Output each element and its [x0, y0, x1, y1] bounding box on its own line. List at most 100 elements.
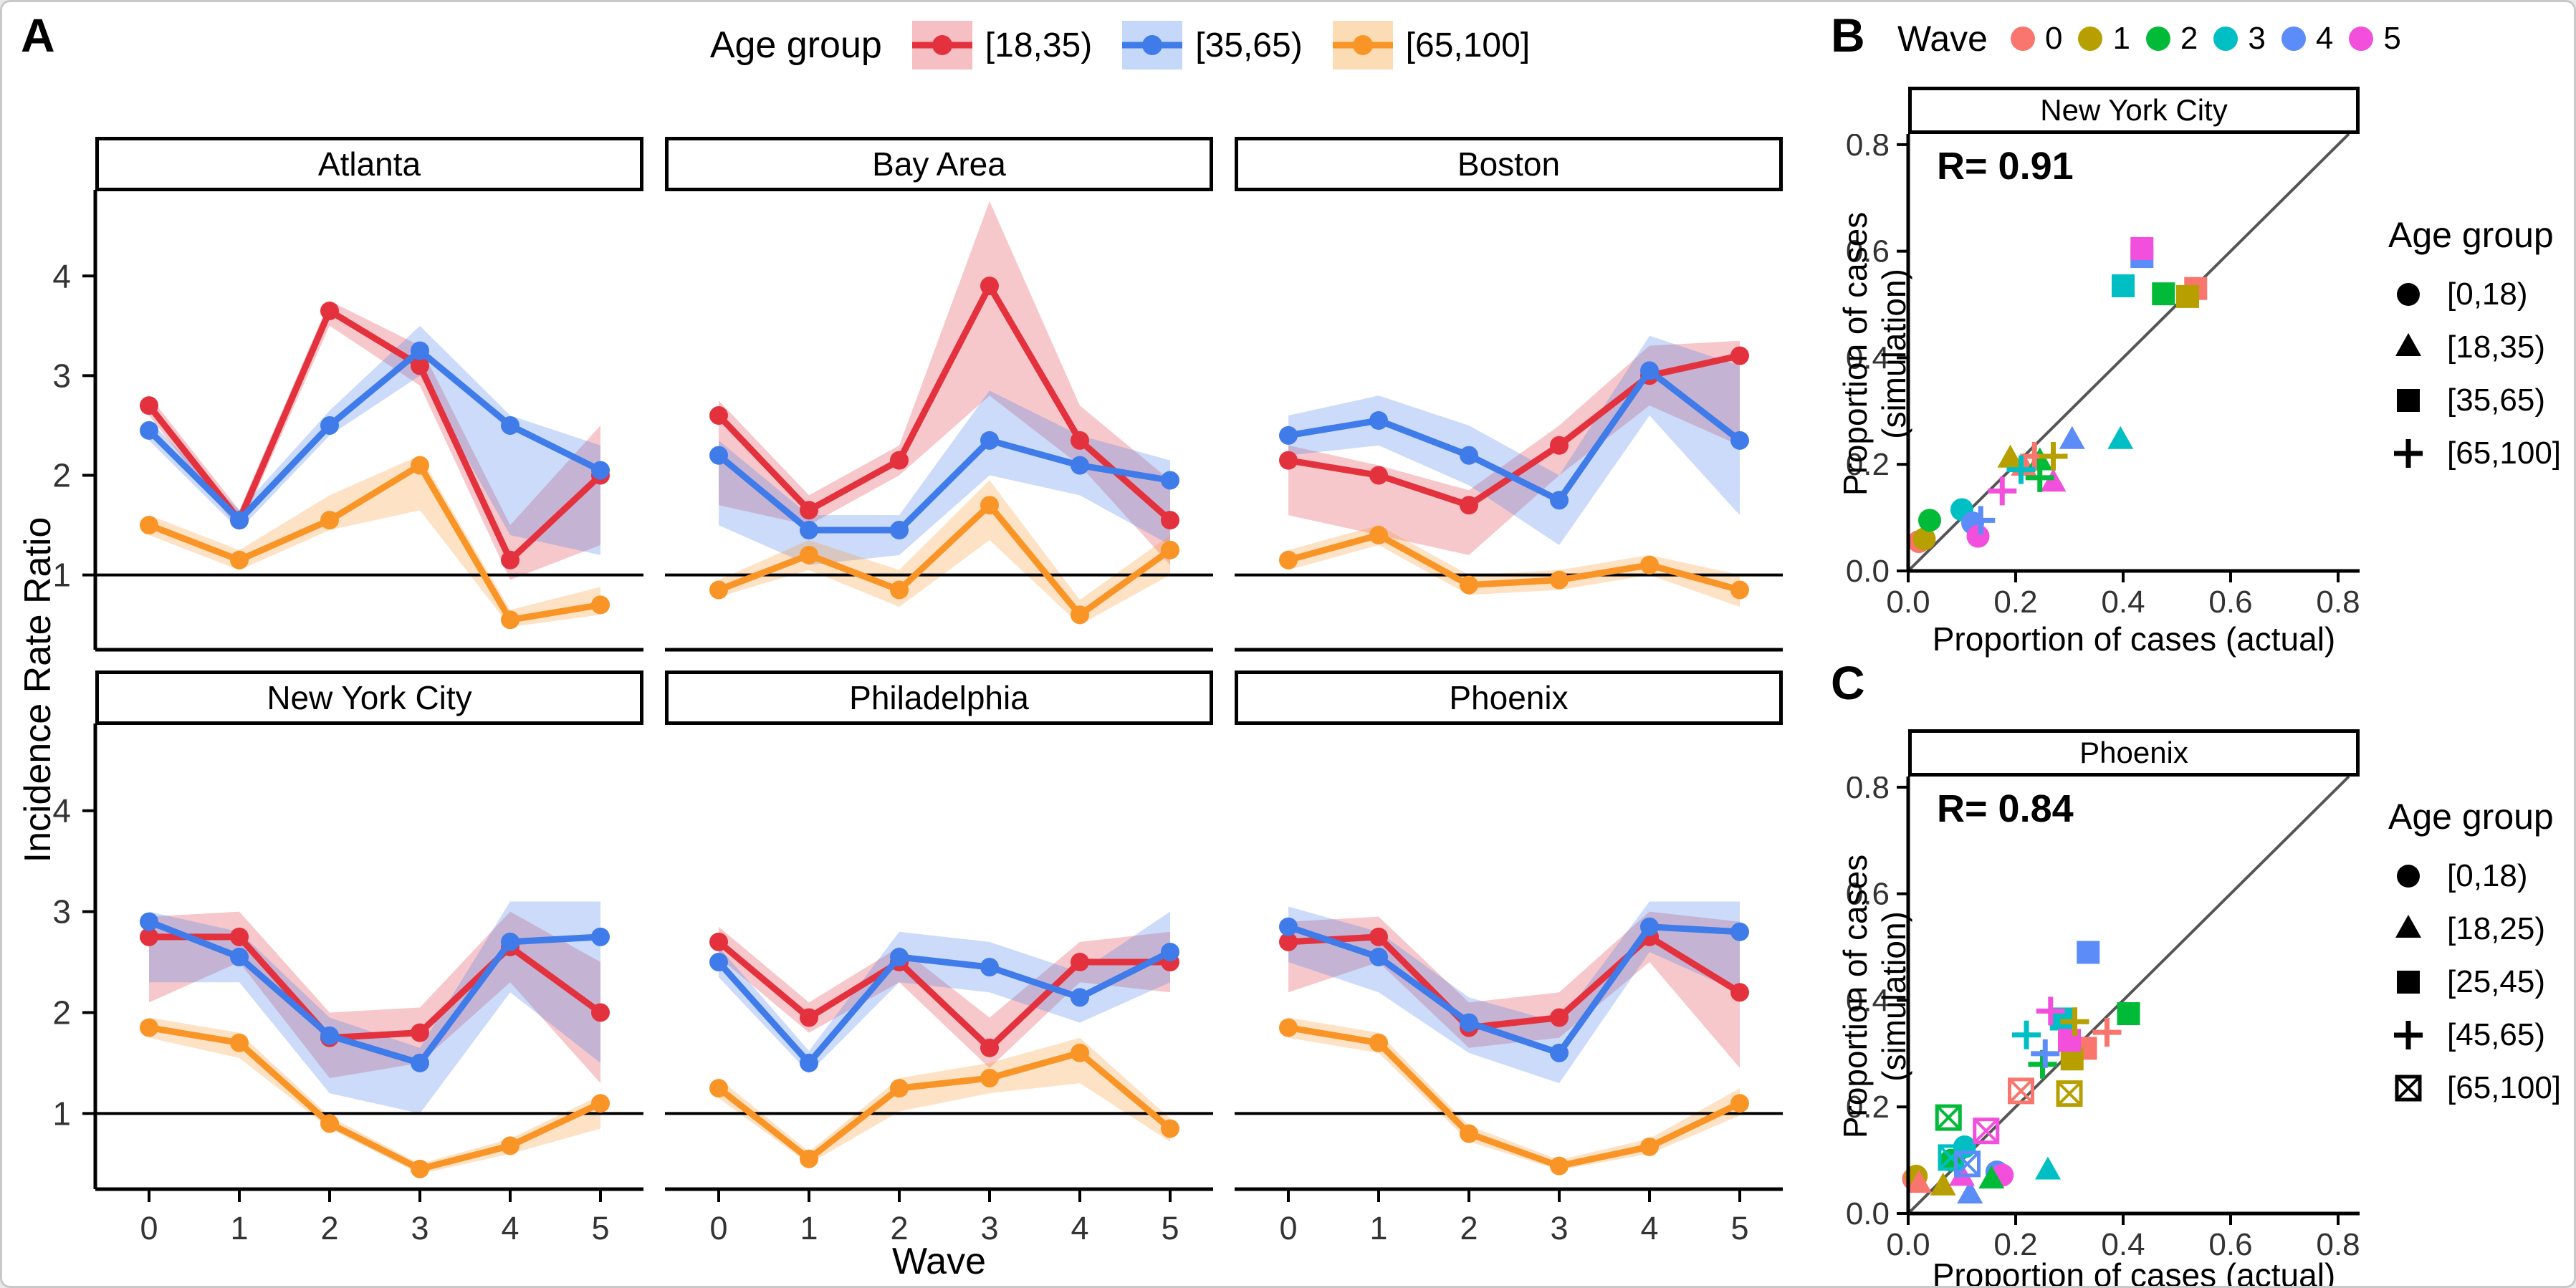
data-point	[1071, 988, 1089, 1007]
ci-band	[719, 926, 1170, 1068]
panel-a-y-axis-title: Incidence Rate Ratio	[17, 516, 59, 863]
data-point	[411, 1159, 429, 1178]
data-point	[140, 396, 158, 415]
y-tick-label: 0.6	[1846, 877, 1890, 912]
scatter-point	[2130, 236, 2154, 260]
y-tick-label: 0.2	[1846, 1090, 1890, 1125]
x-tick-label: 3	[411, 1210, 428, 1246]
plus-shape-icon	[2388, 1017, 2428, 1054]
ci-band	[149, 1017, 600, 1174]
shape-item-circle: [0,18)	[2388, 276, 2574, 313]
series-line	[145, 347, 604, 524]
scatter-point	[2008, 1078, 2034, 1104]
data-point	[591, 595, 610, 615]
data-point	[1279, 426, 1298, 445]
x-tick-label: 0	[140, 1210, 158, 1246]
scatter-point	[2112, 274, 2135, 298]
panel-b-label: B	[1831, 9, 1865, 62]
data-point	[709, 580, 728, 600]
data-point	[1279, 917, 1298, 936]
data-point	[411, 356, 429, 375]
panel-b-facet-strip: New York City	[1908, 87, 2360, 134]
x-tick-label: 0.0	[1886, 1227, 1930, 1262]
x-tick-label: 0	[709, 1210, 727, 1246]
triangle-shape-icon	[2388, 910, 2428, 948]
data-point	[890, 1079, 909, 1098]
scatter-point	[1957, 1180, 1983, 1203]
square-shape-icon	[2388, 382, 2428, 419]
data-point	[411, 1023, 429, 1042]
y-tick-label: 3	[52, 357, 71, 394]
scatter-point	[1988, 476, 2017, 506]
facet-strip-boston: Boston	[1235, 137, 1783, 191]
data-point	[1161, 511, 1179, 530]
scatter-point	[2395, 1075, 2422, 1102]
ci-band	[1288, 911, 1740, 1068]
scatter-point	[1912, 527, 1936, 551]
data-point	[1161, 540, 1179, 559]
data-point	[1460, 1124, 1478, 1143]
data-point	[980, 277, 999, 296]
y-tick-label: 0.4	[1846, 983, 1890, 1018]
series-line	[715, 1049, 1174, 1163]
series-line	[145, 462, 604, 623]
x-tick-label: 0	[1279, 1210, 1297, 1246]
data-point	[800, 501, 818, 520]
scatter-point	[2107, 426, 2134, 449]
panel-b-r-value: R= 0.91	[1937, 145, 2074, 188]
data-point	[1071, 456, 1089, 475]
x-tick-label: 4	[1071, 1210, 1088, 1246]
scatter-point	[1918, 509, 1941, 532]
scatter-point	[2394, 439, 2423, 468]
data-point	[1071, 1043, 1089, 1062]
data-point	[980, 431, 999, 450]
shape-item-boxedx: [65,100]	[2388, 1070, 2574, 1107]
data-point	[1279, 550, 1298, 569]
shape-item-plus: [65,100]	[2388, 435, 2574, 472]
scatter-point	[2077, 941, 2100, 964]
y-tick-label: 0.8	[1846, 777, 1890, 805]
data-point	[709, 1079, 728, 1098]
legend-swatch-blue-icon	[1122, 21, 1183, 69]
data-point	[1550, 570, 1569, 590]
data-point	[591, 927, 610, 946]
shape-item-plus: [45,65)	[2388, 1017, 2574, 1054]
x-tick-label: 1	[1369, 1210, 1387, 1246]
wave-2-dot-icon	[2145, 27, 2170, 51]
scatter-point	[2006, 455, 2036, 484]
series-line	[715, 501, 1174, 618]
data-point	[411, 341, 429, 360]
data-point	[320, 1114, 339, 1133]
shape-item-square: [35,65)	[2388, 382, 2574, 419]
data-point	[1550, 1156, 1569, 1176]
series-line	[145, 918, 604, 1067]
scatter-point	[2056, 1080, 2083, 1107]
data-point	[980, 1069, 999, 1088]
ci-band	[149, 901, 600, 1114]
scatter-point	[1997, 444, 2024, 468]
data-point	[890, 451, 909, 470]
data-point	[501, 550, 519, 569]
data-point	[1161, 942, 1179, 961]
y-tick-label: 2	[52, 994, 71, 1031]
y-tick-label: 3	[52, 893, 71, 931]
data-point	[890, 948, 909, 966]
y-tick-label: 4	[52, 792, 71, 830]
panel-c-x-axis-title: Proportion of cases (actual)	[1932, 1256, 2336, 1288]
ci-band	[1288, 525, 1740, 607]
data-point	[890, 521, 909, 540]
x-tick-label: 0.0	[1886, 585, 1930, 620]
data-point	[1730, 431, 1749, 450]
plus-shape-icon	[2388, 435, 2428, 472]
data-point	[1161, 1119, 1179, 1138]
data-point	[980, 496, 999, 515]
legend-swatch-orange-icon	[1332, 21, 1393, 69]
ci-band	[1288, 335, 1740, 545]
ci-band	[149, 911, 600, 1084]
y-tick-label: 4	[52, 257, 71, 294]
data-point	[1730, 346, 1749, 365]
circle-shape-icon	[2388, 857, 2428, 895]
x-tick-label: 4	[1640, 1210, 1658, 1246]
series-line	[1285, 933, 1743, 1032]
